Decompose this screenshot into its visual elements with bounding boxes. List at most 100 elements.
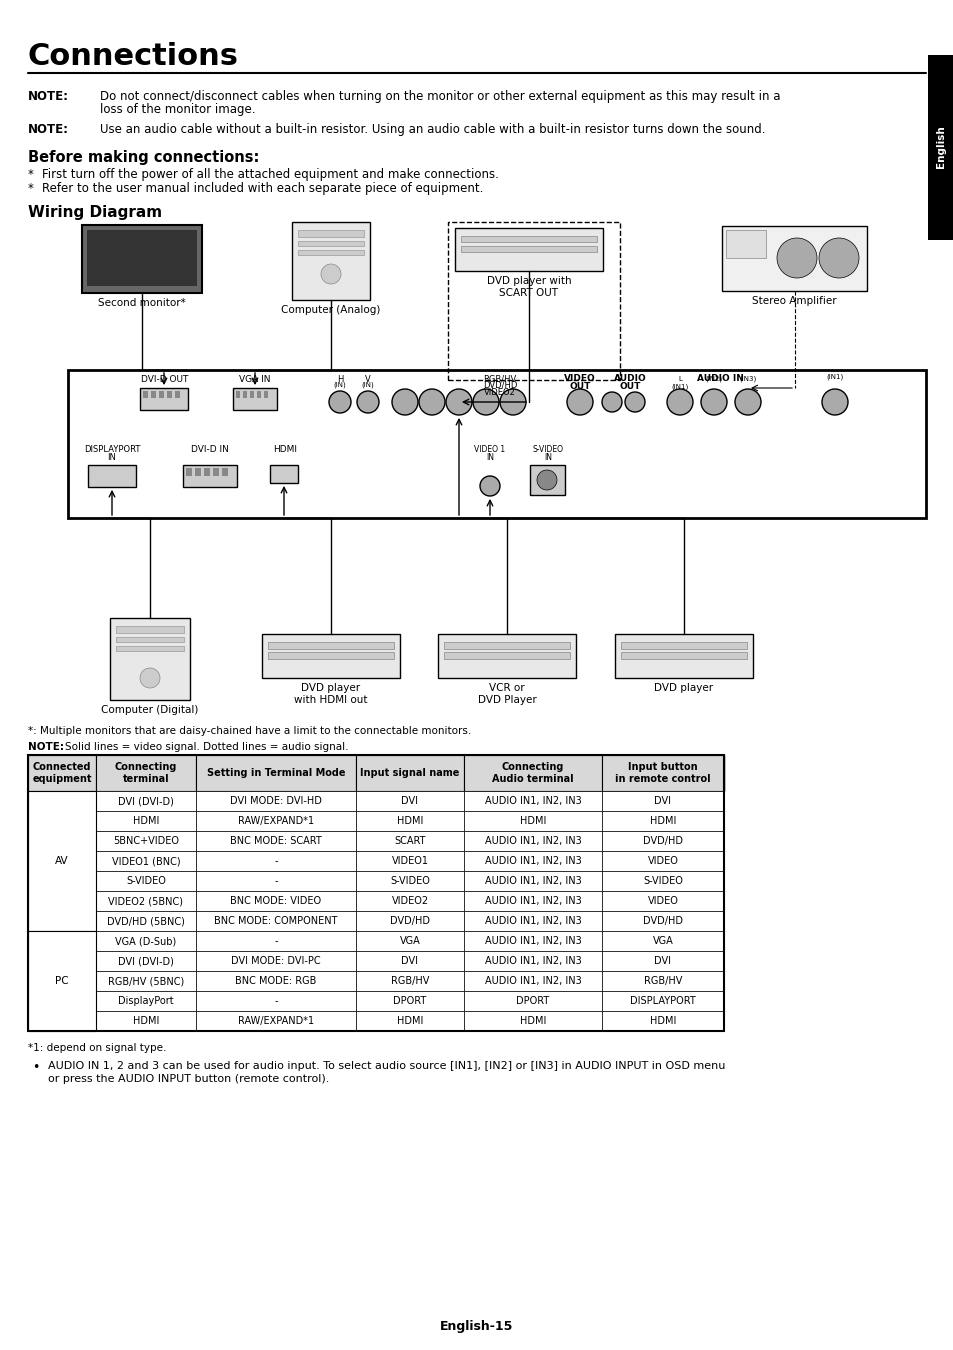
Text: BNC MODE: VIDEO: BNC MODE: VIDEO bbox=[231, 896, 321, 906]
Bar bbox=[195, 971, 355, 991]
Bar bbox=[927, 55, 953, 240]
Bar bbox=[96, 950, 195, 971]
Bar bbox=[195, 891, 355, 911]
Bar bbox=[96, 991, 195, 1011]
Text: DPORT: DPORT bbox=[393, 996, 426, 1006]
Text: HDMI: HDMI bbox=[519, 815, 546, 826]
Text: HDMI: HDMI bbox=[132, 1017, 159, 1026]
Text: -: - bbox=[274, 856, 277, 865]
Text: IN: IN bbox=[108, 454, 116, 462]
Bar bbox=[355, 931, 463, 950]
Text: DPORT: DPORT bbox=[516, 996, 549, 1006]
Bar bbox=[195, 1011, 355, 1031]
Bar bbox=[195, 871, 355, 891]
Bar bbox=[463, 871, 601, 891]
Bar bbox=[355, 911, 463, 932]
Bar bbox=[195, 991, 355, 1011]
Bar bbox=[96, 891, 195, 911]
Bar bbox=[110, 618, 190, 701]
Bar bbox=[437, 634, 576, 678]
Bar bbox=[725, 230, 765, 258]
Text: VIDEO: VIDEO bbox=[563, 374, 596, 383]
Bar bbox=[297, 242, 364, 246]
Text: AUDIO IN 1, 2 and 3 can be used for audio input. To select audio source [IN1], [: AUDIO IN 1, 2 and 3 can be used for audi… bbox=[48, 1061, 724, 1071]
Text: loss of the monitor image.: loss of the monitor image. bbox=[100, 103, 255, 116]
Bar bbox=[174, 392, 180, 398]
Text: DVD/HD: DVD/HD bbox=[642, 836, 682, 846]
Circle shape bbox=[700, 389, 726, 414]
Text: *1: depend on signal type.: *1: depend on signal type. bbox=[28, 1044, 166, 1053]
Bar bbox=[601, 791, 723, 811]
Text: HDMI: HDMI bbox=[132, 815, 159, 826]
Bar bbox=[620, 643, 746, 649]
Bar bbox=[195, 911, 355, 932]
Text: Do not connect/disconnect cables when turning on the monitor or other external e: Do not connect/disconnect cables when tu… bbox=[100, 90, 780, 103]
Text: DVI MODE: DVI-PC: DVI MODE: DVI-PC bbox=[231, 956, 320, 967]
Text: AUDIO IN1, IN2, IN3: AUDIO IN1, IN2, IN3 bbox=[484, 917, 580, 926]
Text: AUDIO IN: AUDIO IN bbox=[696, 374, 742, 383]
Bar bbox=[96, 1011, 195, 1031]
Text: VGA IN: VGA IN bbox=[239, 375, 271, 383]
Text: PC: PC bbox=[55, 976, 69, 986]
Bar bbox=[96, 791, 195, 811]
Text: Setting in Terminal Mode: Setting in Terminal Mode bbox=[207, 768, 345, 778]
Text: Second monitor*: Second monitor* bbox=[98, 298, 186, 308]
Circle shape bbox=[776, 238, 816, 278]
Text: OUT: OUT bbox=[618, 382, 640, 391]
Circle shape bbox=[356, 392, 378, 413]
Bar bbox=[28, 871, 96, 891]
Bar bbox=[601, 1011, 723, 1031]
Bar bbox=[264, 392, 268, 398]
Text: DVI MODE: DVI-HD: DVI MODE: DVI-HD bbox=[230, 796, 321, 806]
Bar bbox=[460, 236, 597, 242]
Bar bbox=[28, 832, 96, 850]
Bar bbox=[194, 468, 201, 477]
Bar bbox=[195, 755, 355, 791]
Bar bbox=[463, 1011, 601, 1031]
Circle shape bbox=[320, 265, 340, 284]
Text: Computer (Analog): Computer (Analog) bbox=[281, 305, 380, 315]
Bar bbox=[28, 755, 96, 791]
Circle shape bbox=[537, 470, 557, 490]
Text: -: - bbox=[274, 876, 277, 886]
Text: L
(IN1): L (IN1) bbox=[671, 377, 688, 390]
Text: AUDIO IN1, IN2, IN3: AUDIO IN1, IN2, IN3 bbox=[484, 896, 580, 906]
Text: S-VIDEO: S-VIDEO bbox=[642, 876, 682, 886]
Text: RGB/HV: RGB/HV bbox=[483, 374, 517, 383]
Bar bbox=[601, 950, 723, 971]
Text: BNC MODE: COMPONENT: BNC MODE: COMPONENT bbox=[214, 917, 337, 926]
Text: VGA: VGA bbox=[652, 936, 673, 946]
Text: AUDIO IN1, IN2, IN3: AUDIO IN1, IN2, IN3 bbox=[484, 956, 580, 967]
Bar bbox=[268, 643, 394, 649]
Text: Connections: Connections bbox=[28, 42, 239, 72]
Bar bbox=[28, 931, 96, 950]
Bar bbox=[88, 464, 136, 487]
Bar bbox=[28, 791, 96, 931]
Text: Stereo Amplifier: Stereo Amplifier bbox=[751, 296, 836, 306]
Text: HDMI: HDMI bbox=[519, 1017, 546, 1026]
Text: Connecting
terminal: Connecting terminal bbox=[114, 763, 177, 784]
Text: English: English bbox=[935, 126, 945, 169]
Bar bbox=[96, 931, 195, 950]
Bar bbox=[167, 392, 172, 398]
Bar bbox=[292, 221, 370, 300]
Text: Computer (Digital): Computer (Digital) bbox=[101, 705, 198, 716]
Bar bbox=[195, 832, 355, 850]
Text: RAW/EXPAND*1: RAW/EXPAND*1 bbox=[237, 1017, 314, 1026]
Bar bbox=[28, 811, 96, 832]
Bar bbox=[443, 652, 569, 659]
Text: IN: IN bbox=[543, 454, 552, 462]
Bar bbox=[151, 392, 156, 398]
Bar bbox=[195, 791, 355, 811]
Text: VIDEO2: VIDEO2 bbox=[391, 896, 428, 906]
Text: 5BNC+VIDEO: 5BNC+VIDEO bbox=[112, 836, 179, 846]
Text: VIDEO2 (5BNC): VIDEO2 (5BNC) bbox=[109, 896, 183, 906]
Bar bbox=[28, 950, 96, 971]
Text: (IN2): (IN2) bbox=[704, 377, 721, 382]
Bar bbox=[463, 791, 601, 811]
Text: -: - bbox=[274, 936, 277, 946]
Bar bbox=[28, 891, 96, 911]
Bar bbox=[96, 911, 195, 932]
Bar bbox=[355, 811, 463, 832]
Text: VIDEO1 (BNC): VIDEO1 (BNC) bbox=[112, 856, 180, 865]
